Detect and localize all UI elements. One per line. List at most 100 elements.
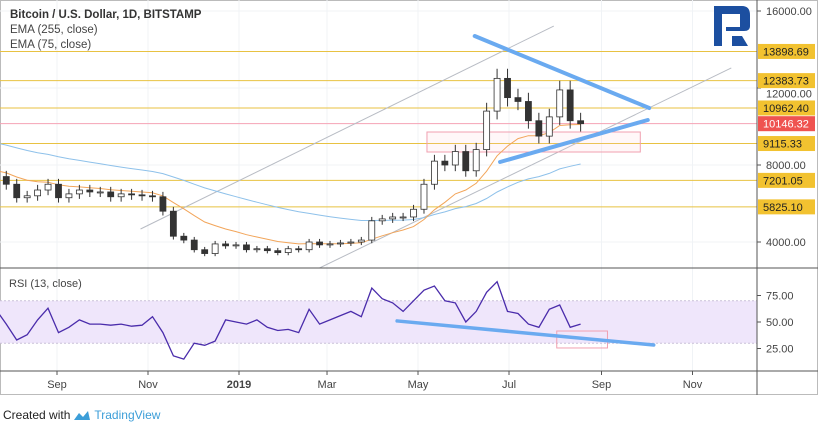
- level-price-label-bg[interactable]: [758, 172, 815, 188]
- time-axis-label: Nov: [683, 379, 703, 391]
- candle-body[interactable]: [295, 248, 303, 251]
- candle-body[interactable]: [211, 243, 219, 254]
- ema-255-line[interactable]: [0, 143, 581, 221]
- candle-body[interactable]: [462, 151, 470, 172]
- roboforex-logo: [714, 6, 750, 46]
- candle-body[interactable]: [44, 183, 52, 191]
- level-price-label-bg[interactable]: [758, 100, 815, 116]
- price-pane[interactable]: [0, 25, 757, 268]
- candle-body[interactable]: [232, 244, 240, 247]
- candle-body[interactable]: [441, 160, 449, 166]
- candle-body[interactable]: [347, 241, 355, 244]
- candle-body[interactable]: [305, 241, 313, 251]
- candle-body[interactable]: [55, 183, 62, 199]
- price-axis-label: 12000.00: [766, 89, 812, 101]
- candle-body[interactable]: [566, 89, 574, 122]
- candle-body[interactable]: [525, 101, 532, 122]
- candle-body[interactable]: [274, 250, 282, 253]
- candle-body[interactable]: [472, 149, 480, 172]
- candle-body[interactable]: [514, 97, 522, 102]
- candle-body[interactable]: [222, 243, 229, 247]
- candle-body[interactable]: [431, 160, 438, 185]
- level-price-label: 5825.10: [763, 202, 803, 214]
- candle-body[interactable]: [2, 176, 10, 185]
- time-axis-label: Jul: [502, 379, 516, 391]
- candle-body[interactable]: [75, 189, 83, 195]
- candle-body[interactable]: [378, 218, 386, 222]
- candle-body[interactable]: [368, 220, 376, 241]
- chart-frame: [0, 0, 818, 395]
- rsi-trendline[interactable]: [395, 319, 656, 347]
- candle-body[interactable]: [535, 120, 543, 137]
- candle-body[interactable]: [326, 243, 334, 246]
- time-axis-label: Sep: [47, 379, 67, 391]
- ema-75-line[interactable]: [0, 124, 581, 245]
- level-price-label: 12383.73: [763, 76, 809, 88]
- candle-body[interactable]: [284, 248, 292, 253]
- level-price-label-bg[interactable]: [758, 199, 815, 215]
- level-price-label: 13898.69: [763, 46, 809, 58]
- level-price-label-bg[interactable]: [758, 136, 815, 152]
- rsi-label[interactable]: RSI (13, close): [9, 278, 82, 290]
- level-price-label: 7201.05: [763, 175, 803, 187]
- support-zone-rect[interactable]: [426, 131, 641, 153]
- candle-body[interactable]: [65, 193, 73, 199]
- current-price-label-bg[interactable]: [758, 116, 815, 132]
- candle-body[interactable]: [389, 216, 397, 220]
- candle-body[interactable]: [13, 183, 21, 199]
- channel-upper-line[interactable]: [140, 25, 554, 230]
- candle-body[interactable]: [483, 110, 491, 150]
- candle-body[interactable]: [504, 77, 511, 99]
- candle-body[interactable]: [357, 239, 365, 243]
- triangle-upper-trendline[interactable]: [472, 34, 652, 111]
- time-axis-label: Sep: [592, 379, 612, 391]
- candle-body[interactable]: [577, 120, 585, 125]
- candle-body[interactable]: [190, 239, 198, 251]
- candle-body[interactable]: [399, 216, 407, 219]
- created-with-text: Created with: [3, 408, 71, 422]
- candle-body[interactable]: [556, 89, 564, 118]
- level-price-label-bg[interactable]: [758, 43, 815, 59]
- candle-body[interactable]: [128, 193, 135, 196]
- candle-body[interactable]: [86, 189, 94, 193]
- candle-body[interactable]: [451, 151, 459, 166]
- channel-lower-line[interactable]: [319, 67, 732, 268]
- chart-legend: Bitcoin / U.S. Dollar, 1D, BITSTAMP EMA …: [10, 8, 201, 53]
- logo-mark: [714, 6, 750, 46]
- candle-body[interactable]: [420, 183, 428, 210]
- candle-body[interactable]: [159, 196, 167, 212]
- candle-body[interactable]: [263, 248, 271, 252]
- rsi-line[interactable]: [0, 280, 581, 360]
- rsi-band: [0, 300, 757, 344]
- candle-body[interactable]: [23, 195, 31, 199]
- rsi-pane[interactable]: [0, 280, 757, 360]
- candle-body[interactable]: [34, 189, 42, 197]
- candle-body[interactable]: [201, 249, 209, 254]
- level-price-label-bg[interactable]: [758, 73, 815, 89]
- ema-255-label[interactable]: EMA (255, close): [10, 24, 98, 36]
- candle-body[interactable]: [316, 241, 323, 246]
- candle-body[interactable]: [180, 235, 188, 241]
- time-axis-label: May: [408, 379, 429, 391]
- candle-body[interactable]: [337, 242, 344, 245]
- tradingview-link[interactable]: TradingView: [94, 408, 161, 422]
- candle-body[interactable]: [149, 195, 156, 198]
- triangle-lower-trendline[interactable]: [498, 117, 650, 164]
- tradingview-logo-icon: [74, 411, 91, 420]
- chart-canvas[interactable]: 16000.00 12000.00 8000.00 4000.00 75.00 50.00…: [0, 0, 820, 400]
- candle-body[interactable]: [117, 193, 125, 198]
- rsi-axis-label: 25.00: [766, 344, 794, 356]
- candle-body[interactable]: [169, 210, 177, 237]
- candle-body[interactable]: [243, 244, 250, 251]
- candle-body[interactable]: [545, 116, 553, 137]
- candle-body[interactable]: [107, 191, 115, 198]
- candle-body[interactable]: [138, 194, 146, 197]
- footer: Created with TradingView: [3, 408, 160, 422]
- candle-body[interactable]: [410, 208, 417, 218]
- rsi-axis-label: 75.00: [766, 291, 794, 303]
- candle-body[interactable]: [493, 77, 501, 112]
- ema-75-label[interactable]: EMA (75, close): [10, 39, 92, 51]
- symbol-title: Bitcoin / U.S. Dollar, 1D, BITSTAMP: [10, 9, 202, 21]
- candle-body[interactable]: [253, 248, 261, 251]
- candle-body[interactable]: [96, 191, 104, 194]
